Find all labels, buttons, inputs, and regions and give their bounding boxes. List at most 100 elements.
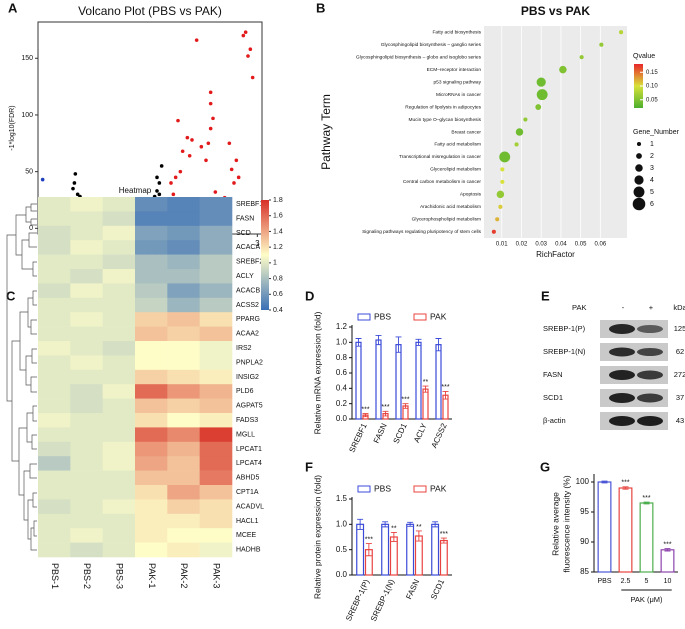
point [155,189,159,193]
point [194,38,199,42]
cell [167,254,200,270]
colorbar-label: 1.8 [273,197,283,204]
significance: *** [440,531,448,538]
colorbar-label: 1.4 [273,228,283,235]
blot-band [637,370,663,380]
cell [167,485,200,500]
cell [102,384,136,399]
cell [38,398,71,414]
blot-band [637,325,663,333]
blot-band [637,348,663,356]
cell [70,326,103,342]
column-label: PBS-2 [82,563,92,589]
blot-kda: 43 [676,416,684,425]
y-tick-label: 0.4 [336,383,348,392]
cell [199,283,233,299]
size-label: 3 [650,165,654,172]
blot-protein: SREBP-1(P) [543,324,586,333]
error-bar [402,403,409,409]
point [157,181,162,185]
point [208,101,213,106]
column-label: PBS-3 [114,563,124,589]
error-bar [435,338,442,352]
error-bar [422,385,429,393]
significance: *** [642,495,650,502]
size-label: 6 [650,201,654,208]
x-axis-label: RichFactor [536,250,575,259]
point [173,175,178,180]
point [236,175,241,180]
cell [199,355,233,371]
cell [135,369,168,385]
row-label: FADS3 [236,417,258,424]
x-tick-label: PBS [597,578,611,585]
x-tick-label: 0.04 [555,242,567,248]
point [155,175,159,180]
row-label: FASN [236,215,254,222]
row-label: ACACB [236,287,260,294]
size-label: 1 [650,141,654,148]
x-tick-label: 2.5 [621,578,631,585]
cell [70,499,103,515]
blot-protein: β-actin [543,416,566,425]
cell [70,283,103,299]
y-tick-label: 85 [580,567,589,576]
row-label: IRS2 [236,345,252,352]
bar [414,535,423,576]
x-tick-label: 0.05 [575,242,587,248]
cell [167,341,200,356]
bar [439,539,448,576]
cell [70,427,103,443]
y-tick-label: 0 [29,225,33,232]
error-bar [362,413,369,418]
row-label: PLD6 [236,388,254,395]
cell [135,427,168,443]
significance: *** [621,480,629,487]
cell [38,470,71,486]
cell [38,225,71,241]
dot [499,151,511,163]
point [227,141,232,146]
cell [135,326,168,342]
bar [431,523,440,576]
blot-protein: FASN [543,370,563,379]
plot-background [484,26,627,238]
cell [102,283,136,299]
category-label: Fatty acid metabolism [434,142,481,148]
cell [38,341,71,356]
blot-band [609,393,635,403]
cell [38,427,71,443]
bar [406,523,415,576]
row-label: SCD [236,230,251,237]
row-label: ACACA [236,244,260,251]
blot-band [637,416,663,426]
cell [135,240,168,255]
cell [135,297,168,313]
y-tick-label: 1.2 [336,322,348,331]
error-bar [415,530,422,542]
size-key [633,186,645,198]
cell [167,413,200,428]
bar [381,523,390,576]
row-label: HADHB [236,547,261,554]
colorbar-label: 0.10 [646,84,658,90]
blot-kda: 272 [674,370,685,379]
dot [536,77,546,87]
legend-swatch [413,313,427,321]
cell [38,240,71,255]
cell [102,341,136,356]
cell [38,485,71,500]
y-tick-label: 1.5 [336,494,348,503]
point [246,54,250,58]
dot [514,142,519,147]
cell [167,499,200,515]
cell [135,197,168,212]
cell [38,355,71,371]
significance: *** [441,384,449,391]
cell [38,312,71,327]
blot-unit: kDa [673,303,685,312]
cell [135,470,168,486]
cell [102,470,136,486]
bar [422,388,429,420]
